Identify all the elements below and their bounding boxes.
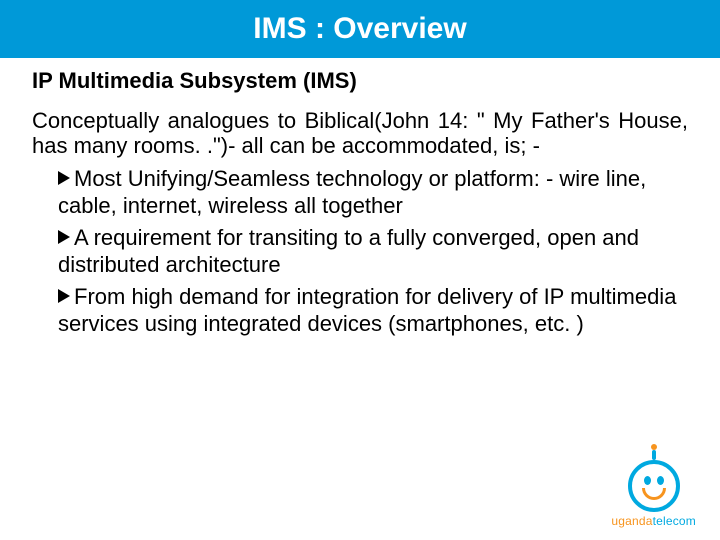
arrow-icon xyxy=(58,230,70,244)
intro-paragraph: Conceptually analogues to Biblical(John … xyxy=(32,108,688,159)
logo-eye-icon xyxy=(644,476,651,485)
bullet-text: Most Unifying/Seamless technology or pla… xyxy=(58,166,646,219)
uganda-telecom-logo: ugandatelecom xyxy=(611,460,696,528)
logo-text: ugandatelecom xyxy=(611,514,696,528)
arrow-icon xyxy=(58,171,70,185)
arrow-icon xyxy=(58,289,70,303)
logo-face-icon xyxy=(628,460,680,512)
slide-content: IP Multimedia Subsystem (IMS) Conceptual… xyxy=(0,58,720,338)
bullet-text: A requirement for transiting to a fully … xyxy=(58,225,639,278)
bullet-list: Most Unifying/Seamless technology or pla… xyxy=(32,165,688,338)
title-bar: IMS : Overview xyxy=(0,0,720,58)
list-item: A requirement for transiting to a fully … xyxy=(58,224,688,279)
slide-subtitle: IP Multimedia Subsystem (IMS) xyxy=(32,68,688,94)
logo-smile-icon xyxy=(642,488,666,500)
list-item: Most Unifying/Seamless technology or pla… xyxy=(58,165,688,220)
logo-word-1: uganda xyxy=(611,514,652,528)
list-item: From high demand for integration for del… xyxy=(58,283,688,338)
logo-word-2: telecom xyxy=(653,514,696,528)
logo-eye-icon xyxy=(657,476,664,485)
slide-title: IMS : Overview xyxy=(253,12,466,46)
bullet-text: From high demand for integration for del… xyxy=(58,284,676,337)
